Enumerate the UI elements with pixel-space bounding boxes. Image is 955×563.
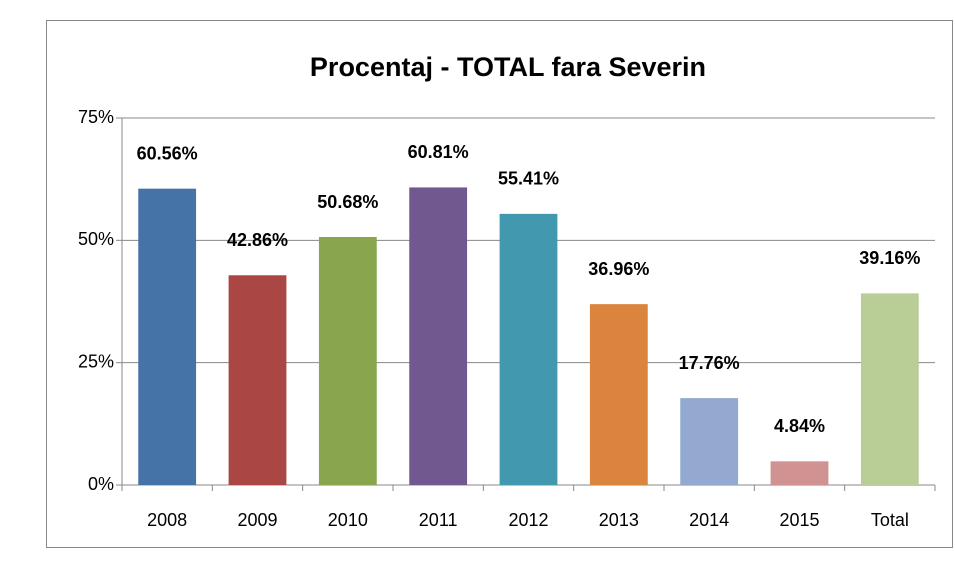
- x-tick-label: 2010: [328, 510, 368, 530]
- bar: [589, 304, 648, 485]
- bar: [138, 188, 197, 485]
- x-tick-label: 2015: [779, 510, 819, 530]
- bar: [318, 237, 377, 485]
- value-label: 39.16%: [859, 248, 920, 268]
- x-tick-label: 2014: [689, 510, 729, 530]
- x-tick-label: 2013: [599, 510, 639, 530]
- x-tick-label: 2011: [419, 510, 458, 530]
- y-tick-label: 25%: [78, 351, 114, 371]
- value-label: 4.84%: [774, 416, 825, 436]
- value-label: 60.56%: [137, 143, 198, 163]
- x-tick-label: 2008: [147, 510, 187, 530]
- y-tick-label: 50%: [78, 229, 114, 249]
- y-tick-label: 0%: [88, 474, 114, 494]
- chart-border: [46, 20, 953, 548]
- y-tick-label: 75%: [78, 107, 114, 127]
- value-label: 55.41%: [498, 169, 559, 189]
- bar: [680, 398, 739, 485]
- bar: [228, 275, 287, 485]
- chart-title: Procentaj - TOTAL fara Severin: [310, 52, 706, 82]
- x-tick-label: 2012: [508, 510, 548, 530]
- bar: [499, 213, 558, 485]
- value-label: 50.68%: [317, 192, 378, 212]
- value-label: 60.81%: [408, 142, 469, 162]
- value-label: 42.86%: [227, 230, 288, 250]
- bar: [860, 293, 919, 485]
- value-label: 36.96%: [588, 259, 649, 279]
- x-tick-label: 2009: [237, 510, 277, 530]
- x-tick-label: Total: [871, 510, 909, 530]
- bar: [409, 187, 468, 485]
- bar: [770, 461, 829, 485]
- value-label: 17.76%: [679, 353, 740, 373]
